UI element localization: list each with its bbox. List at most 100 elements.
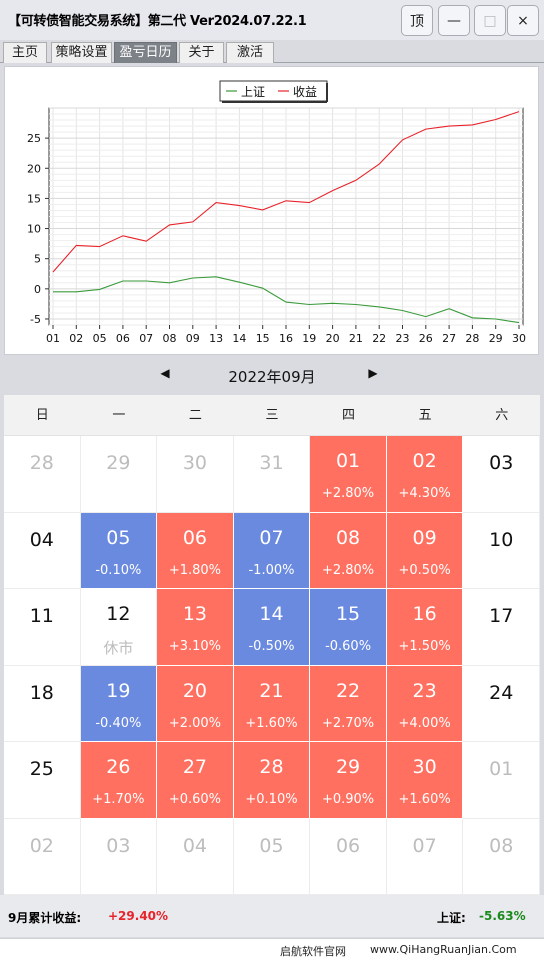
calendar-day-cell[interactable]: 14 -0.50%: [233, 589, 311, 666]
site-url-link[interactable]: www.QiHangRuanJian.Com: [370, 943, 517, 956]
day-number: 30: [412, 756, 437, 778]
calendar-day-cell[interactable]: 04: [4, 512, 81, 589]
day-return: +2.80%: [321, 486, 375, 501]
calendar-day-cell[interactable]: 23 +4.00%: [386, 665, 464, 742]
day-return: -0.60%: [325, 639, 372, 654]
day-number: 30: [182, 452, 208, 474]
calendar-day-cell[interactable]: 26 +1.70%: [80, 742, 158, 819]
calendar-day-cell[interactable]: 27 +0.60%: [157, 742, 234, 819]
calendar-day-cell[interactable]: 08: [463, 818, 540, 895]
y-tick-label: 20: [27, 162, 41, 175]
day-number: 02: [412, 450, 437, 472]
weekday-label: 五: [418, 408, 432, 423]
calendar-day-cell[interactable]: 31: [233, 436, 311, 513]
tab-about[interactable]: 关于: [179, 42, 224, 63]
calendar-day-cell[interactable]: 05 -0.10%: [80, 512, 158, 589]
calendar-day-cell[interactable]: 05: [233, 818, 311, 895]
calendar-day-cell[interactable]: 28: [4, 436, 81, 513]
calendar-day-cell[interactable]: 21 +1.60%: [233, 665, 311, 742]
x-tick-label: 05: [93, 332, 107, 345]
month-return-label: 9月累计收益:: [8, 911, 82, 925]
day-number: 31: [259, 452, 284, 474]
tab-strategy-settings[interactable]: 策略设置: [51, 42, 112, 63]
month-navigator: ◀ 2022年09月 ▶: [0, 358, 544, 394]
legend-label: 上证: [241, 85, 265, 99]
calendar-day-cell[interactable]: 02: [4, 818, 81, 895]
month-label: 2022年09月: [228, 368, 316, 386]
day-number: 05: [259, 834, 284, 857]
day-number: 08: [489, 834, 514, 857]
calendar-day-cell[interactable]: 08 +2.80%: [310, 512, 387, 589]
pnl-line-chart: 25 20 15 10 5 0 -5 01 02 05 06 07 08 09 13 14 15 16 19 20 21…: [27, 80, 526, 345]
pin-top-button[interactable]: 顶: [401, 5, 433, 36]
y-tick-label: 15: [27, 192, 41, 205]
day-return: +2.80%: [321, 562, 375, 578]
calendar-day-cell[interactable]: 16 +1.50%: [386, 589, 464, 666]
day-return: +4.30%: [398, 486, 451, 501]
day-number: 06: [182, 526, 208, 549]
calendar-day-cell[interactable]: 04: [157, 818, 234, 895]
calendar-day-cell[interactable]: 06 +1.80%: [157, 512, 234, 589]
calendar-day-cell[interactable]: 01 +2.80%: [310, 436, 387, 513]
tab-home[interactable]: 主页: [3, 42, 47, 63]
calendar-day-cell[interactable]: 25: [4, 742, 81, 819]
day-number: 07: [259, 526, 284, 549]
footer: 启航软件官网 www.QiHangRuanJian.Com: [0, 938, 544, 960]
calendar-day-cell[interactable]: 02 +4.30%: [386, 436, 464, 513]
calendar-day-cell[interactable]: 06: [310, 818, 387, 895]
day-return: +0.90%: [321, 792, 375, 807]
day-number: 02: [29, 834, 54, 857]
day-number: 06: [335, 834, 361, 857]
y-tick-label: 10: [27, 223, 41, 236]
x-tick-label: 15: [256, 332, 270, 345]
calendar-day-cell[interactable]: 07 -1.00%: [233, 512, 311, 589]
minimize-button[interactable]: —: [438, 5, 470, 36]
day-number: 05: [106, 526, 131, 549]
calendar-day-cell[interactable]: 11: [4, 589, 81, 666]
calendar-day-cell[interactable]: 03: [80, 818, 158, 895]
prev-month-icon[interactable]: ◀: [160, 366, 170, 380]
y-tick-label: 25: [27, 132, 41, 145]
calendar-day-cell[interactable]: 01: [463, 742, 540, 819]
maximize-button[interactable]: □: [474, 5, 506, 36]
calendar-day-cell[interactable]: 19 -0.40%: [80, 665, 158, 742]
calendar-day-cell[interactable]: 30 +1.60%: [386, 742, 464, 819]
close-button[interactable]: ×: [507, 5, 539, 36]
calendar-day-cell[interactable]: 10: [463, 512, 540, 589]
x-tick-label: 09: [186, 332, 200, 345]
day-number: 04: [182, 834, 208, 857]
x-tick-label: 26: [419, 332, 433, 345]
tab-pnl-calendar[interactable]: 盈亏日历: [114, 42, 177, 63]
day-return: +1.60%: [245, 715, 298, 731]
x-tick-label: 30: [512, 332, 526, 345]
day-return: +0.10%: [245, 792, 298, 807]
weekday-header: 日一二三四五六: [4, 395, 540, 436]
day-return: +3.10%: [168, 639, 222, 654]
day-return: +1.70%: [92, 792, 145, 807]
calendar-day-cell[interactable]: 09 +0.50%: [386, 512, 464, 589]
day-return: -0.10%: [95, 562, 142, 578]
next-month-icon[interactable]: ▶: [368, 366, 378, 380]
calendar-day-cell[interactable]: 29 +0.90%: [310, 742, 387, 819]
calendar-day-cell[interactable]: 30: [157, 436, 234, 513]
day-number: 13: [182, 603, 208, 625]
official-site-link[interactable]: 启航软件官网: [280, 945, 346, 958]
calendar-day-cell[interactable]: 20 +2.00%: [157, 665, 234, 742]
y-tick-label: 5: [34, 253, 41, 266]
day-number: 03: [106, 834, 131, 857]
index-return-label: 上证:: [437, 911, 466, 925]
calendar-day-cell[interactable]: 24: [463, 665, 540, 742]
calendar-day-cell[interactable]: 07: [386, 818, 464, 895]
calendar-day-cell[interactable]: 29: [80, 436, 158, 513]
day-return: -0.50%: [248, 639, 295, 654]
calendar-day-cell[interactable]: 22 +2.70%: [310, 665, 387, 742]
calendar-day-cell[interactable]: 03: [463, 436, 540, 513]
calendar-day-cell[interactable]: 13 +3.10%: [157, 589, 234, 666]
calendar-day-cell[interactable]: 18: [4, 665, 81, 742]
calendar-day-cell[interactable]: 28 +0.10%: [233, 742, 311, 819]
tab-activate[interactable]: 激活: [226, 42, 274, 63]
calendar-day-cell[interactable]: 15 -0.60%: [310, 589, 387, 666]
x-tick-label: 27: [442, 332, 456, 345]
calendar-day-cell[interactable]: 12 休市: [80, 589, 158, 666]
calendar-day-cell[interactable]: 17: [463, 589, 540, 666]
